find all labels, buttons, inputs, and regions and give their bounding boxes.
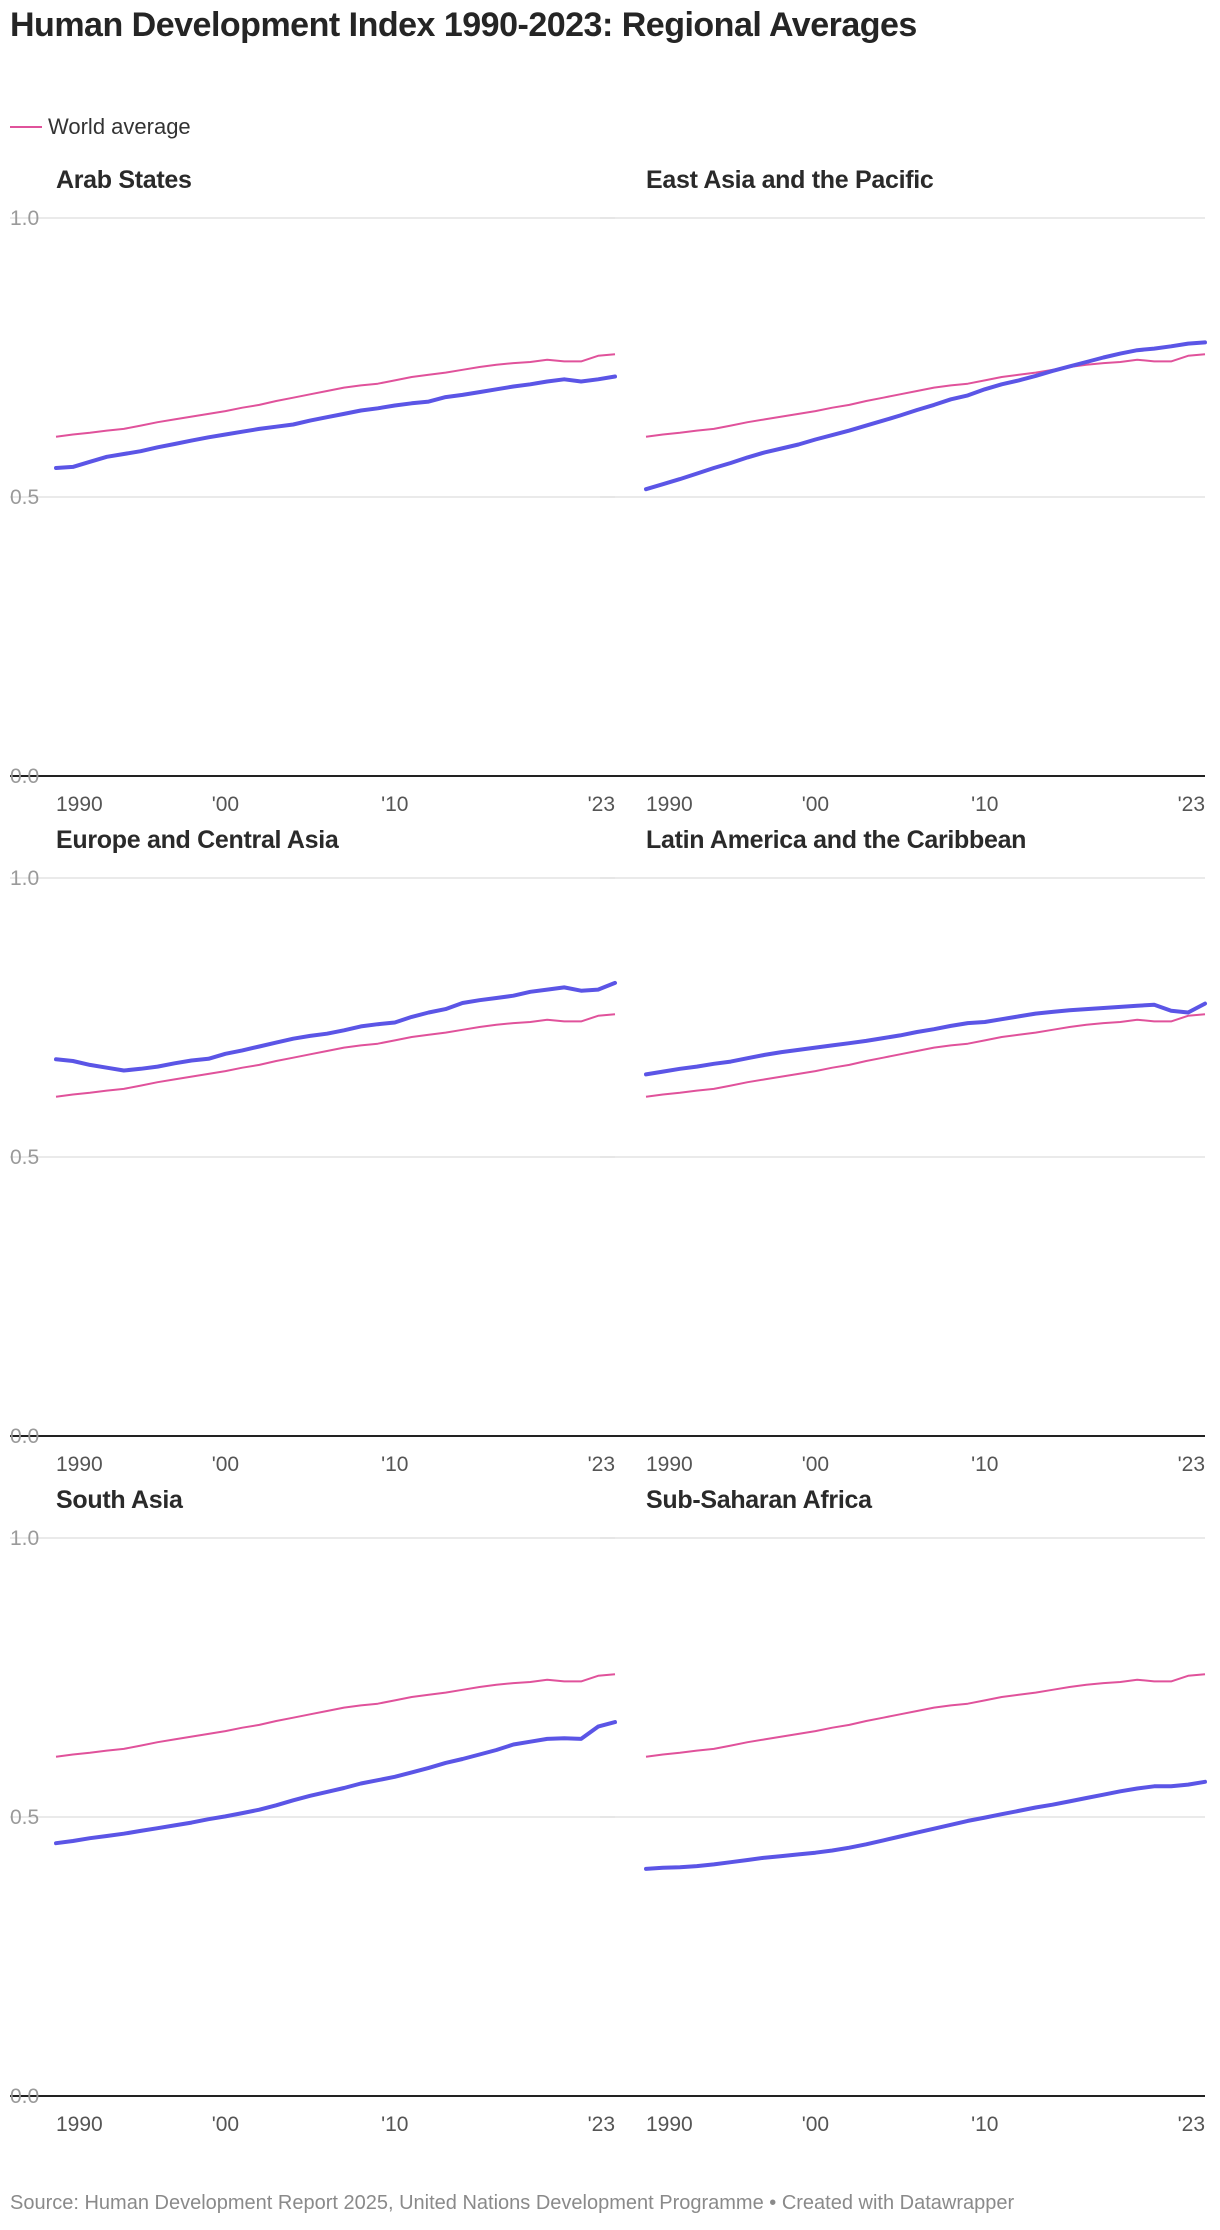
y-tick-label: 0.0 <box>10 765 39 788</box>
x-tick-label: '00 <box>802 2113 829 2136</box>
panel-title: Arab States <box>56 166 192 194</box>
panel-plot: 1990 '00 '10 '23 <box>600 1537 1207 2136</box>
x-tick-label: '00 <box>802 793 829 816</box>
x-tick-label: '00 <box>802 1453 829 1476</box>
panel-title: South Asia <box>56 1486 183 1514</box>
panel-plot: 0.0 0.5 1.0 1990 '00 '10 '23 <box>10 867 617 1476</box>
x-tick-label: 1990 <box>646 1453 693 1476</box>
y-tick-label: 1.0 <box>10 207 39 230</box>
panel-latin-america-and-the-caribbean: Latin America and the Caribbean 1990 '00 '1… <box>600 826 1207 1496</box>
x-tick-label: 1990 <box>646 793 693 816</box>
source-note: Source: Human Development Report 2025, U… <box>10 2192 1015 2214</box>
x-tick-label: '23 <box>1178 1453 1205 1476</box>
panel-plot: 0.0 0.5 1.0 1990 '00 '10 '23 <box>10 1527 617 2136</box>
panel-arab-states: Arab States 0.0 0.5 1.0 1990 '00 '10 '23 <box>10 166 617 836</box>
x-tick-label: '23 <box>588 1453 615 1476</box>
panel-europe-and-central-asia: Europe and Central Asia 0.0 0.5 1.0 1990 '00 '… <box>10 826 617 1496</box>
series-line-world-average <box>645 1013 1206 1098</box>
x-tick-label: '10 <box>381 793 408 816</box>
series-line-region <box>54 374 617 470</box>
series-line-region <box>644 340 1207 492</box>
x-tick-label: '23 <box>1178 793 1205 816</box>
x-tick-label: '10 <box>381 1453 408 1476</box>
x-tick-label: '00 <box>212 793 239 816</box>
panel-plot: 1990 '00 '10 '23 <box>600 217 1207 816</box>
series-line-world-average <box>55 1673 616 1758</box>
y-tick-label: 1.0 <box>10 1527 39 1550</box>
panel-title: East Asia and the Pacific <box>646 166 934 194</box>
panel-plot: 1990 '00 '10 '23 <box>600 877 1207 1476</box>
panel-plot: 0.0 0.5 1.0 1990 '00 '10 '23 <box>10 207 617 816</box>
y-tick-label: 0.0 <box>10 2085 39 2108</box>
x-tick-label: '23 <box>1178 2113 1205 2136</box>
series-line-region <box>54 1720 617 1846</box>
legend-label-world: World average <box>48 114 191 139</box>
x-tick-label: '23 <box>588 2113 615 2136</box>
x-tick-label: 1990 <box>56 2113 103 2136</box>
chart-title: Human Development Index 1990-2023: Regio… <box>10 6 917 44</box>
panel-sub-saharan-africa: Sub-Saharan Africa 1990 '00 '10 '23 <box>600 1486 1207 2156</box>
series-line-region <box>644 1779 1207 1871</box>
x-tick-label: 1990 <box>56 1453 103 1476</box>
x-tick-label: 1990 <box>56 793 103 816</box>
x-tick-label: '00 <box>212 2113 239 2136</box>
x-tick-label: '10 <box>971 793 998 816</box>
panel-title: Europe and Central Asia <box>56 826 339 854</box>
series-line-world-average <box>55 1013 616 1098</box>
y-tick-label: 0.5 <box>10 486 39 509</box>
panel-title: Sub-Saharan Africa <box>646 1486 872 1514</box>
series-line-region <box>54 980 617 1073</box>
x-tick-label: '00 <box>212 1453 239 1476</box>
x-tick-label: '10 <box>971 1453 998 1476</box>
x-tick-label: '10 <box>971 2113 998 2136</box>
x-tick-label: '23 <box>588 793 615 816</box>
x-tick-label: '10 <box>381 2113 408 2136</box>
series-line-region <box>644 1001 1207 1077</box>
panel-east-asia-and-the-pacific: East Asia and the Pacific 1990 '00 '10 '23 <box>600 166 1207 836</box>
panel-south-asia: South Asia 0.0 0.5 1.0 1990 '00 '10 '23 <box>10 1486 617 2156</box>
legend-swatch-world <box>10 126 42 128</box>
series-line-world-average <box>55 353 616 438</box>
y-tick-label: 0.5 <box>10 1806 39 1829</box>
y-tick-label: 1.0 <box>10 867 39 890</box>
legend: World average <box>10 114 191 140</box>
series-line-world-average <box>645 1673 1206 1758</box>
x-tick-label: 1990 <box>646 2113 693 2136</box>
panel-title: Latin America and the Caribbean <box>646 826 1027 854</box>
series-line-world-average <box>645 353 1206 438</box>
y-tick-label: 0.5 <box>10 1146 39 1169</box>
y-tick-label: 0.0 <box>10 1425 39 1448</box>
